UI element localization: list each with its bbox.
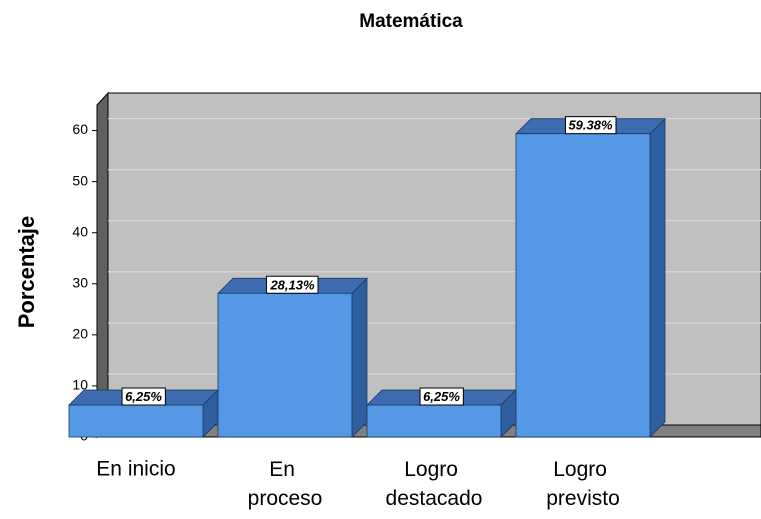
value-label-box [564,116,617,135]
y-tick-label: 60 [72,121,88,137]
x-tick-label-line: Logro [404,458,464,481]
x-tick-label-line: previsto [546,487,620,510]
left-wall [96,91,109,439]
bar-side [351,277,368,438]
bar [515,133,651,438]
x-tick-label: Logro previsto [546,458,620,510]
y-tick-label: 20 [72,326,88,342]
value-label: 28,13% [269,277,315,292]
x-tick-label-line: Logro [553,458,613,481]
x-tick-label-line: En [269,458,301,481]
x-tick-label-line: proceso [248,487,323,510]
value-label: 59.38% [568,118,613,133]
bar [217,292,353,438]
bar [366,404,502,438]
y-tick-label: 10 [72,377,88,393]
bar-side [649,117,666,438]
y-axis-label: Porcentaje [14,216,39,329]
bar [68,404,204,438]
y-tick-label: 50 [72,172,88,188]
chart-title: Matemática [359,11,463,32]
x-tick-label-line: destacado [386,487,483,510]
value-label: 6,25% [125,389,162,404]
value-label-box [265,275,319,294]
x-tick-label: En proceso [248,458,323,510]
y-tick-label: 30 [72,274,88,290]
value-label-box [419,387,464,406]
value-label-box [121,387,166,406]
x-tick-label: En inicio [96,458,175,481]
x-tick-label: Logro destacado [386,458,483,510]
value-label: 6,25% [423,389,460,404]
y-tick-label: 40 [72,223,88,239]
